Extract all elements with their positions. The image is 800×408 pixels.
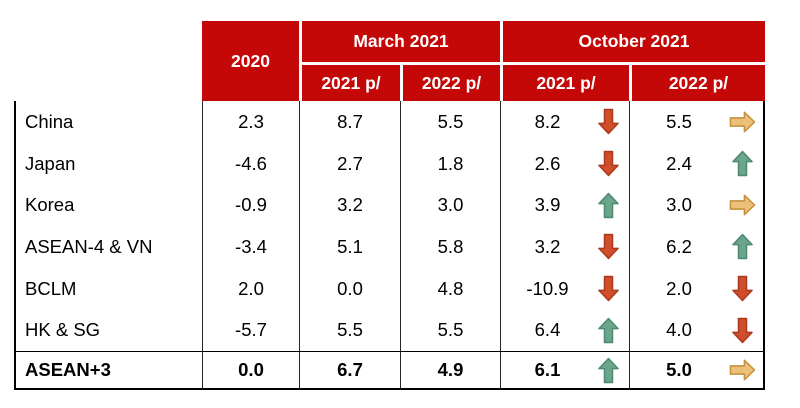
cell-2020: -3.4 — [202, 226, 299, 268]
right-arrow-icon — [729, 194, 755, 216]
cell-march-2022: 3.0 — [400, 184, 500, 227]
up-arrow-icon — [731, 150, 753, 177]
cell-march-2021: 8.7 — [299, 101, 400, 143]
down-arrow-icon — [731, 275, 753, 302]
trend-arrow — [728, 108, 756, 136]
cell-march-2022: 5.8 — [400, 226, 500, 268]
trend-arrow — [594, 316, 622, 344]
cell-october-2021: 3.2 — [500, 226, 629, 268]
row-label: ASEAN-4 & VN — [14, 226, 202, 268]
row-label: BCLM — [14, 267, 202, 310]
cell-march-2022: 1.8 — [400, 142, 500, 185]
cell-october-2022: 2.0 — [629, 267, 765, 310]
cell-october-2021: 2.6 — [500, 142, 629, 185]
down-arrow-icon — [597, 150, 619, 177]
cell-october-2022: 5.0 — [629, 351, 765, 391]
down-arrow-icon — [597, 234, 619, 260]
row-label: China — [14, 101, 202, 143]
trend-arrow — [594, 275, 622, 303]
cell-march-2021: 2.7 — [299, 142, 400, 185]
cell-2020: -0.9 — [202, 184, 299, 227]
row-label: Korea — [14, 184, 202, 227]
cell-value: 3.2 — [534, 235, 561, 257]
row-label: Japan — [14, 142, 202, 185]
header-march-2021p: 2021 p/ — [299, 62, 400, 101]
cell-value: 2.0 — [666, 277, 692, 299]
cell-2020: 2.3 — [202, 101, 299, 143]
header-october-2022p: 2022 p/ — [629, 62, 765, 101]
cell-march-2022: 4.8 — [400, 267, 500, 310]
up-arrow-icon — [597, 192, 619, 218]
cell-october-2021: 6.4 — [500, 309, 629, 352]
trend-arrow — [728, 191, 756, 219]
down-arrow-icon — [731, 317, 753, 343]
trend-arrow — [728, 356, 756, 384]
cell-value: 5.5 — [666, 110, 692, 132]
trend-arrow — [728, 316, 756, 344]
right-arrow-icon — [729, 111, 755, 133]
cell-value: 4.0 — [666, 319, 692, 341]
cell-value: 3.9 — [534, 194, 561, 216]
cell-october-2021: 3.9 — [500, 184, 629, 227]
trend-arrow — [594, 233, 622, 261]
trend-arrow — [728, 233, 756, 261]
cell-march-2022: 5.5 — [400, 309, 500, 352]
cell-value: 8.2 — [534, 110, 561, 132]
cell-value: 6.1 — [534, 359, 561, 381]
cell-value: -10.9 — [526, 277, 569, 299]
header-2020: 2020 — [202, 21, 299, 101]
cell-2020: 0.0 — [202, 351, 299, 391]
header-october-2021p: 2021 p/ — [500, 62, 629, 101]
header-group-march-2021: March 2021 — [299, 21, 500, 62]
trend-arrow — [728, 150, 756, 178]
trend-arrow — [594, 108, 622, 136]
trend-arrow — [594, 191, 622, 219]
up-arrow-icon — [597, 357, 619, 383]
up-arrow-icon — [731, 234, 753, 260]
cell-value: 6.4 — [534, 319, 561, 341]
cell-october-2022: 3.0 — [629, 184, 765, 227]
down-arrow-icon — [597, 109, 619, 135]
cell-2020: -5.7 — [202, 309, 299, 352]
cell-value: 2.4 — [666, 152, 692, 174]
cell-value: 5.0 — [666, 359, 692, 381]
cell-march-2021: 6.7 — [299, 351, 400, 391]
cell-october-2022: 4.0 — [629, 309, 765, 352]
cell-october-2021: -10.9 — [500, 267, 629, 310]
header-march-2022p: 2022 p/ — [400, 62, 500, 101]
row-label-total: ASEAN+3 — [14, 351, 202, 391]
cell-october-2021: 8.2 — [500, 101, 629, 143]
cell-2020: -4.6 — [202, 142, 299, 185]
cell-october-2022: 6.2 — [629, 226, 765, 268]
cell-october-2022: 5.5 — [629, 101, 765, 143]
cell-march-2021: 5.5 — [299, 309, 400, 352]
cell-march-2022: 4.9 — [400, 351, 500, 391]
cell-value: 3.0 — [666, 194, 692, 216]
cell-value: 6.2 — [666, 235, 692, 257]
trend-arrow — [594, 150, 622, 178]
down-arrow-icon — [597, 275, 619, 302]
trend-arrow — [728, 275, 756, 303]
growth-forecast-table: 2020 March 2021 October 2021 2021 p/ 202… — [14, 21, 765, 391]
cell-october-2022: 2.4 — [629, 142, 765, 185]
trend-arrow — [594, 356, 622, 384]
cell-2020: 2.0 — [202, 267, 299, 310]
up-arrow-icon — [597, 317, 619, 343]
row-label: HK & SG — [14, 309, 202, 352]
cell-october-2021: 6.1 — [500, 351, 629, 391]
right-arrow-icon — [729, 359, 755, 381]
cell-march-2022: 5.5 — [400, 101, 500, 143]
cell-march-2021: 3.2 — [299, 184, 400, 227]
cell-value: 2.6 — [534, 152, 561, 174]
cell-march-2021: 5.1 — [299, 226, 400, 268]
header-group-october-2021: October 2021 — [500, 21, 765, 62]
cell-march-2021: 0.0 — [299, 267, 400, 310]
